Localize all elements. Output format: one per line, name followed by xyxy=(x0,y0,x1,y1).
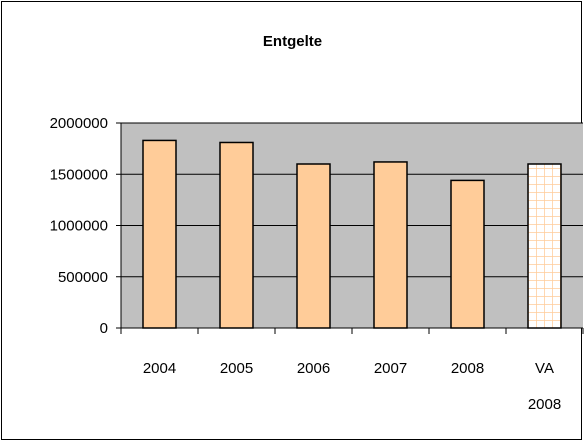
x-tick-label: 2007 xyxy=(374,360,407,377)
y-tick-label: 1000000 xyxy=(50,218,108,235)
y-tick-labels: 0 500000 1000000 1500000 2000000 xyxy=(50,115,108,337)
y-tick-label: 0 xyxy=(100,320,108,337)
axes xyxy=(116,122,584,334)
x-tick-labels: 2004 2005 2006 2007 2008 VA 2008 xyxy=(143,360,561,413)
x-tick-label: 2006 xyxy=(297,360,330,377)
bar xyxy=(373,161,408,329)
bar xyxy=(142,139,177,329)
gridlines xyxy=(121,122,583,278)
y-tick-label: 500000 xyxy=(58,269,108,286)
x-tick-label: 2008 xyxy=(451,360,484,377)
bar xyxy=(219,141,254,329)
chart-title: Entgelte xyxy=(262,33,323,50)
bar xyxy=(450,179,485,329)
x-tick-label: 2005 xyxy=(220,360,253,377)
x-tick-label: 2008 xyxy=(528,396,561,413)
x-tick-label: VA xyxy=(535,360,554,377)
bars xyxy=(142,139,562,329)
y-tick-label: 1500000 xyxy=(50,166,108,183)
bar xyxy=(296,163,331,329)
bar xyxy=(527,163,562,329)
y-tick-label: 2000000 xyxy=(50,115,108,132)
x-tick-label: 2004 xyxy=(143,360,176,377)
